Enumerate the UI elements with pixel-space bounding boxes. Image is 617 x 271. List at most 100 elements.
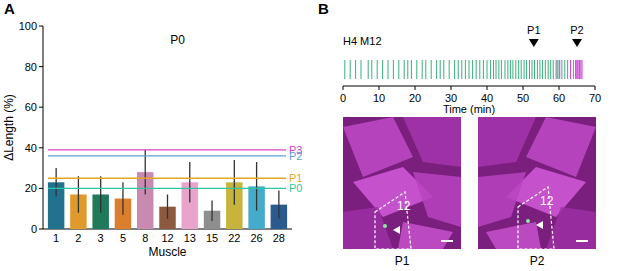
event: [496, 60, 497, 79]
error-bar: [100, 176, 101, 213]
tissue: [478, 117, 536, 167]
y-tick-label: 20: [25, 182, 37, 194]
x-tick-label: 70: [589, 92, 601, 104]
reference-line: [48, 188, 286, 189]
reference-line: [48, 155, 286, 156]
event: [350, 60, 351, 79]
tissue: [398, 222, 453, 249]
micrograph: [343, 117, 461, 249]
x-axis-title: Time (min): [443, 103, 495, 115]
region-outline: [518, 187, 554, 249]
event: [440, 60, 441, 79]
event: [393, 60, 394, 79]
x-tick-label: 28: [273, 232, 285, 244]
annotation-label: P1: [527, 24, 540, 36]
event: [550, 60, 551, 79]
event: [490, 60, 491, 79]
region-label: 12: [540, 194, 554, 208]
event: [472, 60, 473, 79]
x-tick-label: 1: [53, 232, 59, 244]
event: [512, 60, 513, 79]
event: [579, 60, 580, 79]
x-tick: [523, 86, 524, 90]
y-tick-label: 60: [25, 101, 37, 113]
event: [404, 60, 405, 79]
cell-signal: [526, 219, 530, 223]
region-outline: [375, 192, 411, 249]
event: [507, 60, 508, 79]
title: H4 M12: [343, 35, 382, 47]
x-tick: [595, 86, 596, 90]
y-tick-label: 100: [19, 20, 37, 32]
y-tick: [39, 107, 43, 108]
event: [521, 60, 522, 79]
event: [382, 60, 383, 79]
event: [548, 60, 549, 79]
y-tick-label: 40: [25, 142, 37, 154]
event: [461, 60, 462, 79]
x-tick-label: 13: [184, 232, 196, 244]
event: [578, 60, 579, 79]
x-tick-label: 3: [98, 232, 104, 244]
event: [501, 60, 502, 79]
x-axis-title: Muscle: [148, 245, 186, 259]
event: [570, 60, 571, 79]
event: [505, 60, 506, 79]
image-bg: [343, 117, 461, 249]
event: [567, 60, 568, 79]
x-axis: [343, 86, 595, 87]
event: [411, 60, 412, 79]
event: [465, 60, 466, 79]
x-tick-label: 2: [75, 232, 81, 244]
event: [368, 60, 369, 79]
event: [443, 60, 444, 79]
event: [377, 60, 378, 79]
image-bg: [478, 117, 596, 249]
reference-line-label: P2: [289, 150, 302, 162]
x-tick-label: 10: [373, 92, 385, 104]
event: [454, 60, 455, 79]
annotation-arrow: [529, 39, 539, 47]
event: [515, 60, 516, 79]
event: [559, 60, 560, 79]
event: [575, 60, 576, 79]
event: [526, 60, 527, 79]
event: [344, 60, 345, 79]
event: [577, 60, 578, 79]
event: [524, 60, 525, 79]
tissue: [486, 222, 541, 249]
error-bar: [122, 182, 123, 214]
reference-line: [48, 178, 286, 179]
image-label: P2: [530, 254, 545, 268]
event: [559, 60, 560, 79]
tissue: [413, 172, 461, 227]
event: [436, 60, 437, 79]
title: P0: [170, 33, 185, 47]
error-bar: [256, 162, 257, 211]
scale-bar: [441, 240, 453, 242]
event: [469, 60, 470, 79]
event: [564, 60, 565, 79]
tissue: [403, 117, 461, 167]
reference-line-label: P0: [289, 182, 302, 194]
reference-line: [48, 149, 286, 150]
scale-bar: [576, 240, 588, 242]
x-tick-label: 5: [120, 232, 126, 244]
event: [556, 60, 557, 79]
event: [534, 60, 535, 79]
x-tick-label: 22: [228, 232, 240, 244]
y-tick: [39, 229, 43, 230]
y-axis-title: ΔLength (%): [2, 94, 16, 161]
x-tick: [343, 86, 344, 90]
x-tick: [415, 86, 416, 90]
x-tick-label: 12: [161, 232, 173, 244]
error-bar: [278, 190, 279, 218]
error-bar: [234, 160, 235, 205]
error-bar: [167, 194, 168, 218]
y-axis: [43, 26, 44, 229]
panel-label: A: [4, 0, 15, 17]
region-label: 12: [397, 199, 411, 213]
y-tick: [39, 188, 43, 189]
event: [576, 60, 577, 79]
event: [529, 60, 530, 79]
